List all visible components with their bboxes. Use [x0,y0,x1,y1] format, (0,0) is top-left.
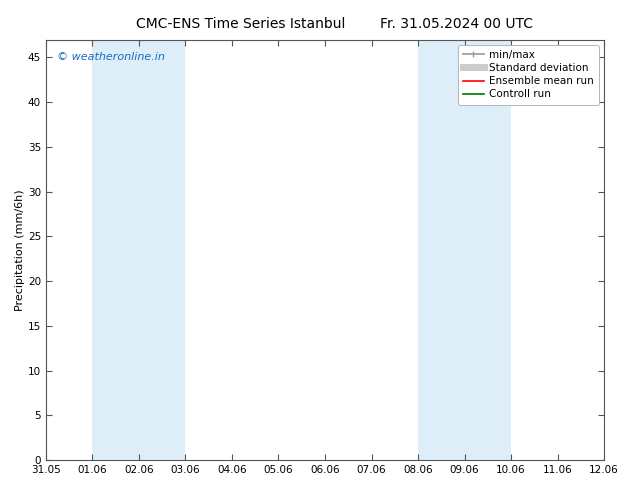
Bar [418,40,511,460]
Text: © weatheronline.in: © weatheronline.in [57,52,165,62]
Text: Fr. 31.05.2024 00 UTC: Fr. 31.05.2024 00 UTC [380,17,533,31]
Bar [93,40,186,460]
Legend: min/max, Standard deviation, Ensemble mean run, Controll run: min/max, Standard deviation, Ensemble me… [458,45,599,104]
Y-axis label: Precipitation (mm/6h): Precipitation (mm/6h) [15,189,25,311]
Text: CMC-ENS Time Series Istanbul: CMC-ENS Time Series Istanbul [136,17,346,31]
